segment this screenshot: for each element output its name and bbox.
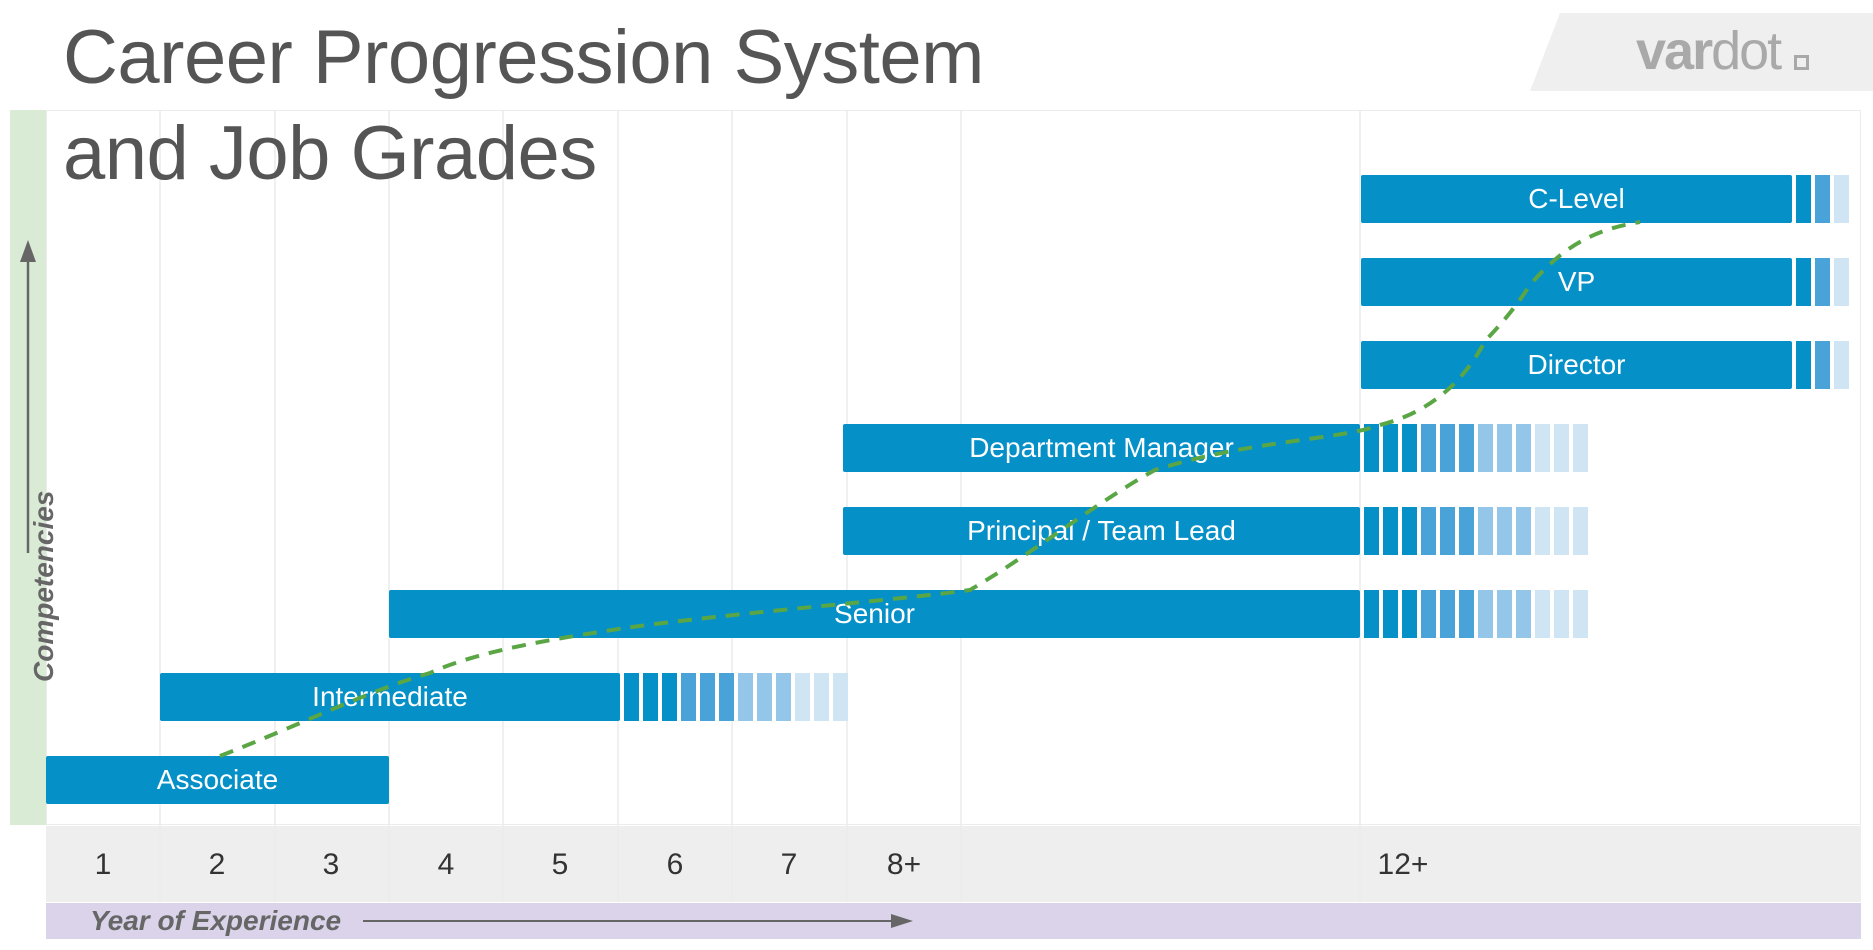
years-axis-row: 1 2 3 4 5 6 7 8+ 12+ [46,826,1861,902]
grade-bar-associate: Associate [46,756,389,804]
page-title-line1: Career Progression System [63,15,984,100]
logo-background [1530,13,1873,91]
page-title-line2: and Job Grades [63,111,597,196]
grade-bar-senior: Senior [389,590,1360,638]
grade-bar-director: Director [1361,341,1792,389]
grade-bar-principal-team-lead: Principal / Team Lead [843,507,1360,555]
logo-text-part2: dot [1711,21,1782,81]
c-level-growth-segments [1796,175,1849,223]
square-dot-icon [1794,55,1809,70]
vardot-logo: vardot [1636,20,1782,82]
intermediate-growth-segments [624,673,848,721]
experience-arrow [363,914,913,928]
grade-bar-department-manager: Department Manager [843,424,1360,472]
page-title: Career Progression System and Job Grades [63,10,984,202]
year-label-4: 4 [437,848,455,881]
principal-growth-segments [1364,507,1588,555]
experience-axis-strip: Year of Experience [46,903,1861,939]
grade-bar-c-level: C-Level [1361,175,1792,223]
senior-growth-segments [1364,590,1588,638]
year-label-2: 2 [208,848,226,881]
year-label-1: 1 [94,848,112,881]
year-label-7: 7 [780,848,798,881]
chart-area [46,110,1861,825]
year-label-5: 5 [551,848,569,881]
year-label-3: 3 [322,848,340,881]
logo-text-part1: var [1636,21,1713,81]
director-growth-segments [1796,341,1849,389]
year-label-8plus: 8+ [886,848,922,881]
competencies-arrow [20,240,36,553]
year-label-12plus: 12+ [1377,848,1429,881]
department-manager-growth-segments [1364,424,1588,472]
grade-bar-vp: VP [1361,258,1792,306]
vp-growth-segments [1796,258,1849,306]
experience-axis-label: Year of Experience [90,905,342,936]
grade-bar-intermediate: Intermediate [160,673,620,721]
year-label-6: 6 [666,848,684,881]
